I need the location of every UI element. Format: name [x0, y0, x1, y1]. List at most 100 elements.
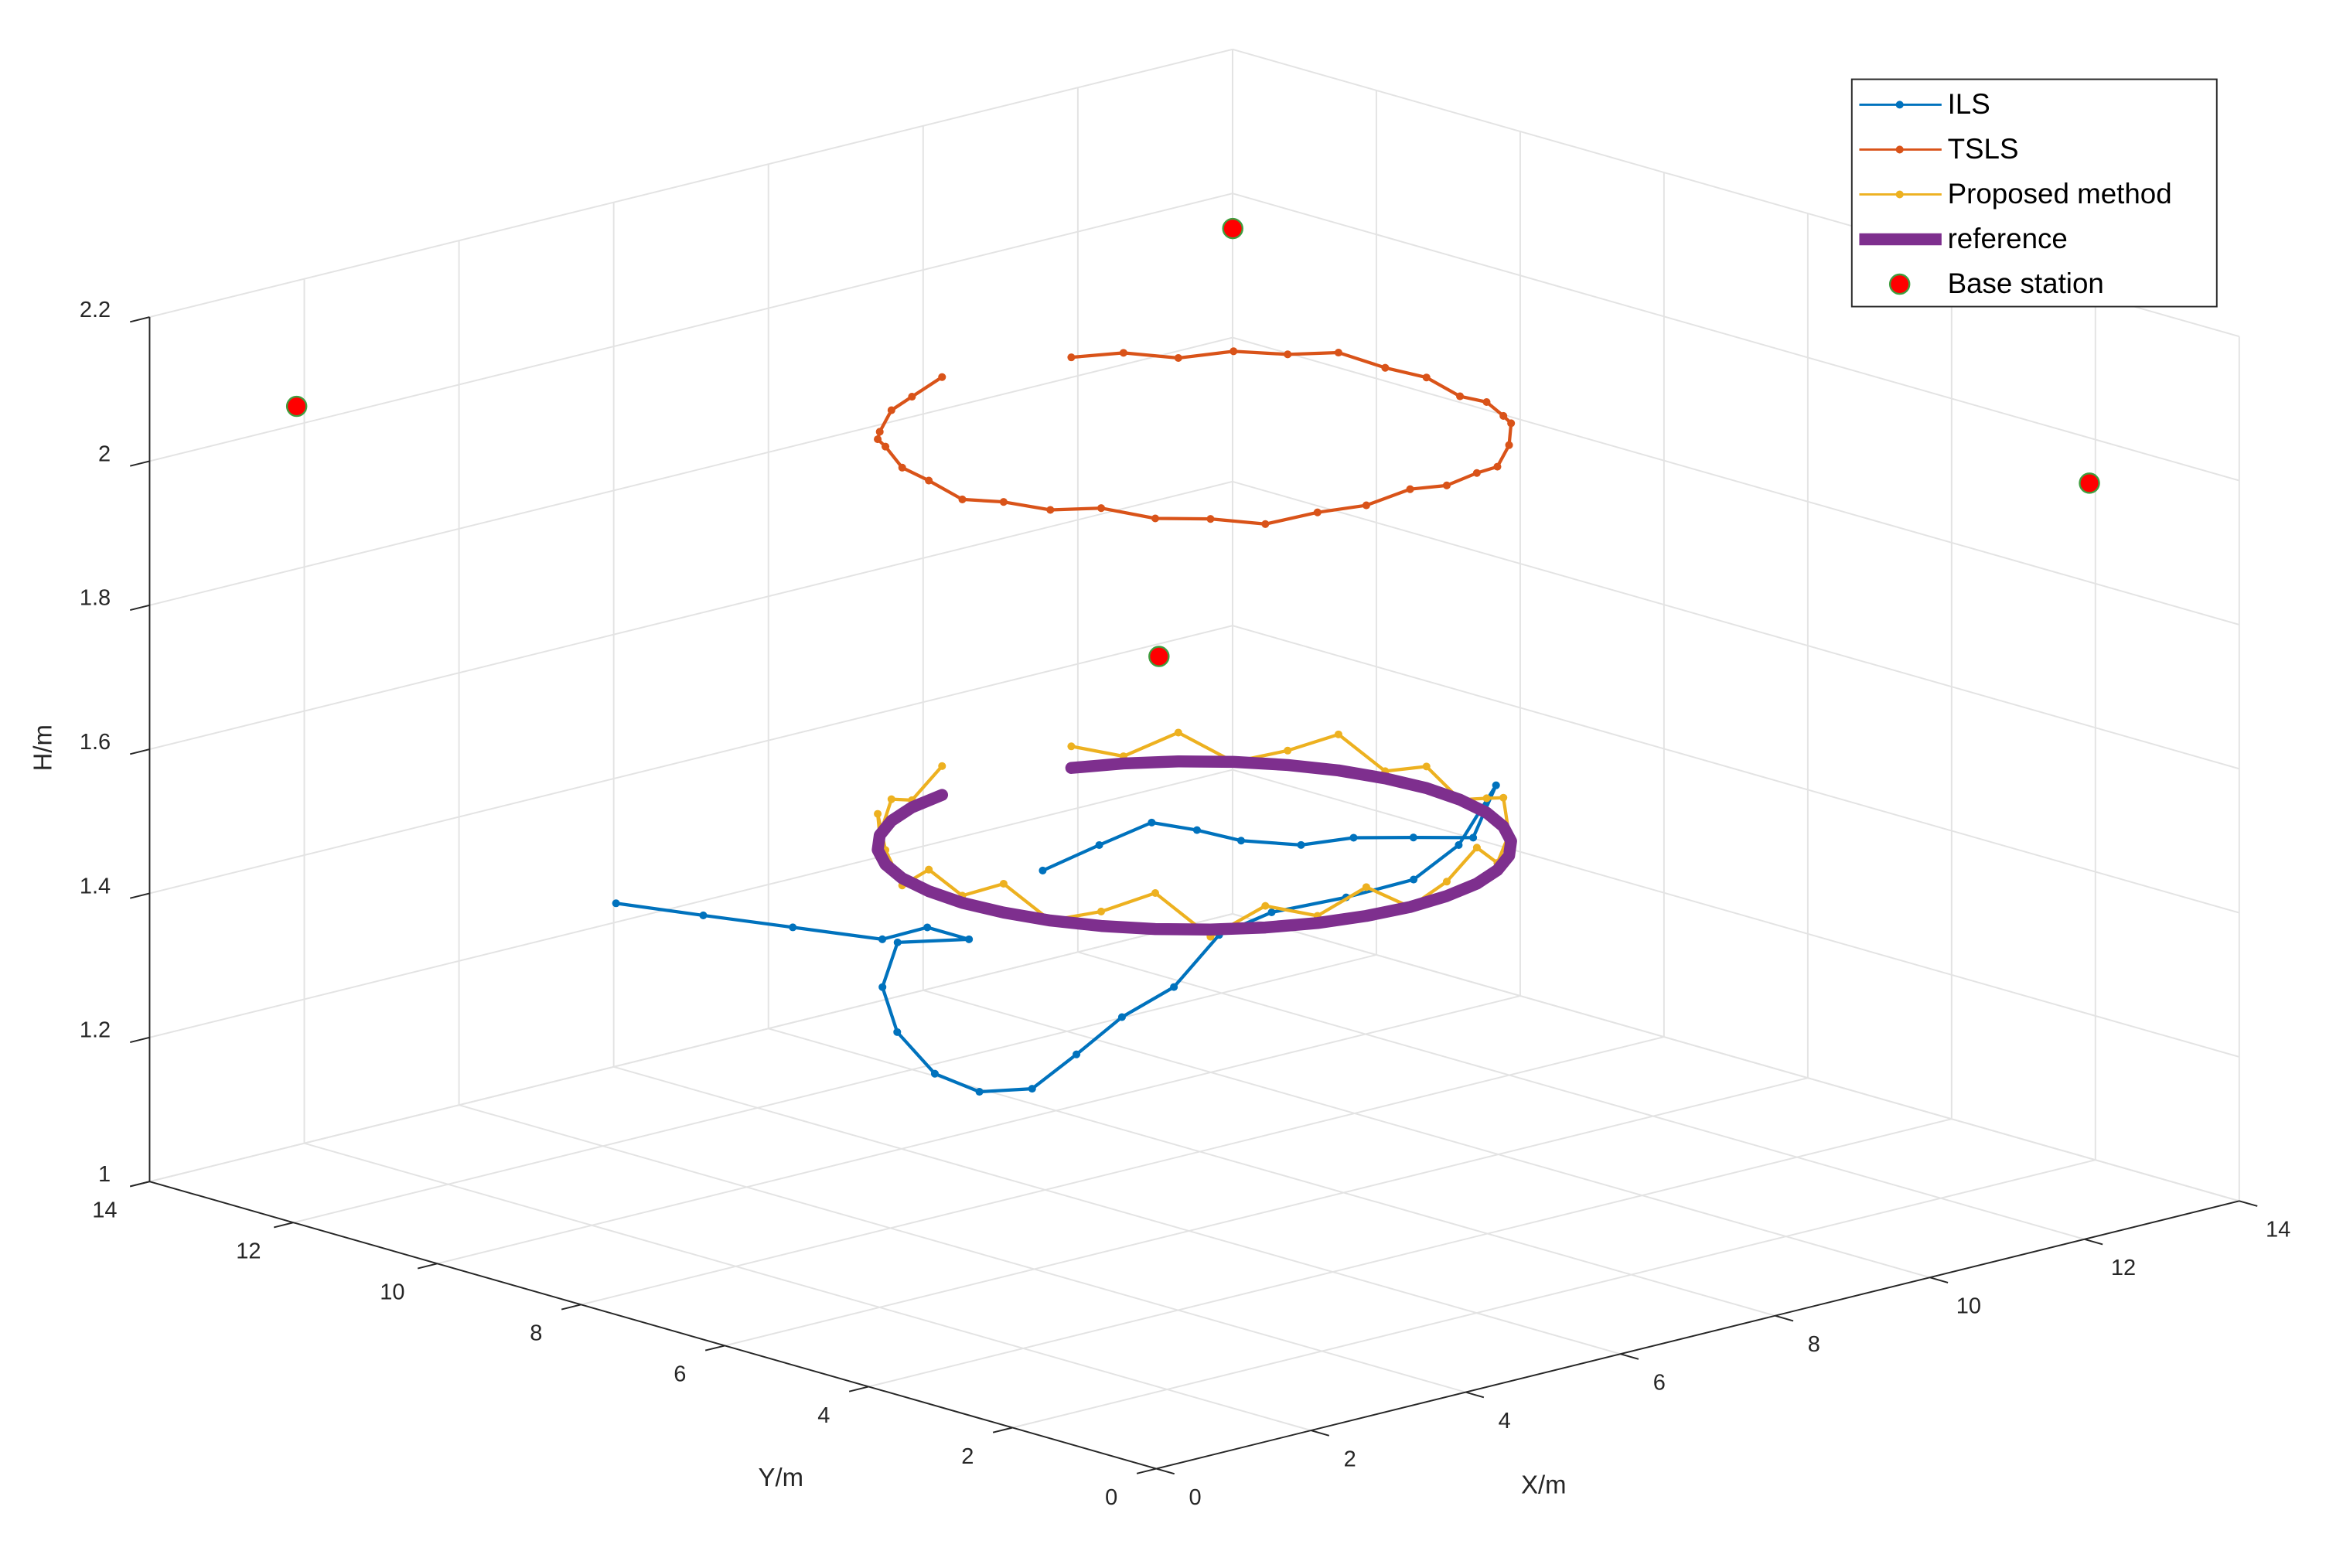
x-axis-title: X/m: [1521, 1470, 1566, 1498]
series-line: [871, 755, 1517, 936]
grid-line: [1232, 625, 2240, 914]
y-tick-label: 6: [674, 1362, 686, 1387]
point: [789, 923, 797, 932]
grid-line: [1232, 480, 2240, 770]
point: [1505, 441, 1513, 449]
legend-label: Proposed method: [1948, 178, 2172, 210]
grid-line: [437, 995, 1521, 1265]
point: [1482, 397, 1491, 407]
point: [1493, 462, 1502, 471]
point: [1442, 481, 1451, 489]
grid-line: [149, 625, 1233, 895]
point: [1236, 837, 1246, 845]
point: [1148, 818, 1156, 827]
plot-area: [285, 217, 2100, 1096]
point: [925, 476, 933, 485]
y-tick: [273, 1222, 294, 1229]
point: [1381, 363, 1390, 372]
point: [1422, 762, 1431, 771]
x-tick: [1156, 1467, 1175, 1475]
x-tick-label: 10: [1956, 1294, 1981, 1319]
legend-label: TSLS: [1948, 133, 2019, 165]
legend-marker: [1895, 101, 1904, 109]
grid-line: [1232, 769, 2240, 1058]
point: [1117, 1013, 1126, 1021]
z-tick-label: 1.6: [80, 730, 111, 755]
point: [1492, 781, 1500, 789]
point: [1170, 983, 1178, 991]
y-tick-label: 2: [961, 1444, 974, 1469]
z-tick: [130, 460, 150, 467]
grid-line: [1077, 951, 2085, 1240]
point: [1206, 515, 1215, 523]
legend-box: [1850, 78, 2218, 308]
point: [1230, 347, 1238, 356]
x-tick: [1929, 1277, 1949, 1283]
x-tick-label: 8: [1808, 1332, 1820, 1357]
x-tick-label: 14: [2266, 1218, 2290, 1242]
point: [1096, 907, 1106, 915]
point: [1073, 1050, 1081, 1058]
legend-marker: [1895, 145, 1904, 154]
point: [887, 795, 895, 803]
grid-line: [1232, 193, 2240, 482]
point: [1261, 902, 1270, 910]
grid-line: [149, 912, 1233, 1183]
point: [1422, 373, 1431, 382]
grid-line: [725, 1077, 1809, 1347]
point: [1410, 875, 1418, 884]
point: [882, 442, 890, 451]
point: [878, 983, 887, 991]
point: [1039, 866, 1047, 874]
point: [887, 406, 895, 414]
point: [1499, 793, 1508, 802]
z-tick: [130, 1181, 150, 1188]
y-tick-label: 8: [530, 1321, 542, 1346]
y-tick: [417, 1263, 438, 1270]
point: [699, 911, 708, 919]
x-tick: [1620, 1353, 1639, 1360]
x-tick: [2084, 1238, 2103, 1246]
z-tick: [130, 604, 150, 611]
point: [923, 923, 932, 932]
point: [1334, 349, 1342, 357]
z-axis-title: H/m: [29, 724, 57, 771]
point: [1362, 501, 1370, 510]
point: [1362, 883, 1370, 891]
point: [975, 1088, 984, 1096]
x-tick: [1465, 1391, 1485, 1399]
y-tick-label: 10: [380, 1280, 404, 1305]
point: [1174, 728, 1182, 737]
y-tick-label: 0: [1105, 1485, 1117, 1510]
axes: 0 2 4 6 8 10 12 14 0 2 4 6 8 10 12 14 1 1.2 1.4 1.6 1.8 2 2.2: [80, 298, 2290, 1510]
grid-line: [1012, 1159, 2096, 1429]
point: [1472, 844, 1481, 852]
point: [1046, 506, 1055, 514]
x-tick: [1311, 1430, 1330, 1437]
point: [893, 1028, 902, 1036]
point: [1096, 504, 1106, 513]
grid-line: [1232, 336, 2240, 625]
axis-line: [1156, 1200, 2240, 1470]
grid: [148, 48, 2240, 1470]
point: [874, 435, 882, 444]
grid-line: [293, 954, 1377, 1224]
point: [938, 762, 946, 770]
grid-line: [149, 769, 1233, 1038]
axis-line: [149, 1181, 1157, 1470]
z-tick-label: 2.2: [80, 298, 111, 322]
series-line: [875, 349, 1513, 526]
point: [1151, 888, 1160, 898]
z-tick-label: 1.2: [80, 1018, 111, 1043]
legend-marker: [1888, 273, 1911, 295]
x-tick: [2239, 1200, 2258, 1207]
x-tick-label: 6: [1653, 1371, 1666, 1396]
point: [908, 393, 916, 401]
legend-marker: [1895, 190, 1904, 199]
z-tick-label: 1.8: [80, 586, 111, 611]
y-tick: [704, 1345, 725, 1352]
marker: [1148, 646, 1170, 667]
point: [878, 935, 887, 943]
x-tick-label: 4: [1499, 1409, 1511, 1433]
